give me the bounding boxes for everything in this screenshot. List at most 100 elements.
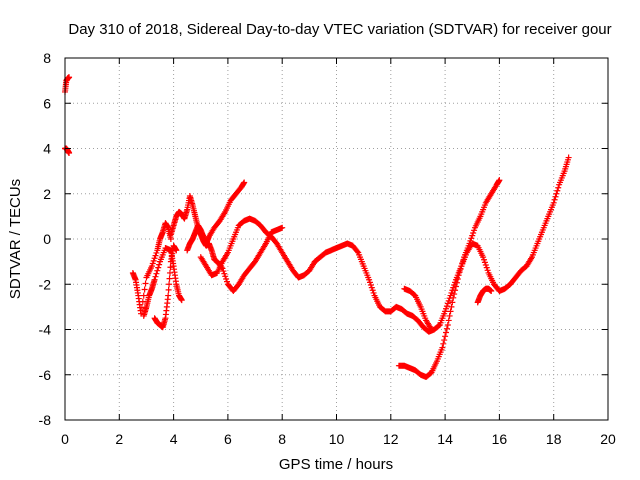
data-point xyxy=(166,275,173,282)
data-point xyxy=(66,74,73,81)
data-point xyxy=(152,252,159,259)
data-point xyxy=(451,282,458,289)
y-tick-label: 8 xyxy=(43,50,51,66)
x-tick-label: 4 xyxy=(170,431,178,447)
data-point xyxy=(66,150,73,157)
series-sat-l xyxy=(474,285,495,306)
data-point xyxy=(443,325,450,332)
data-point xyxy=(447,292,454,299)
data-point xyxy=(221,270,228,277)
data-point xyxy=(443,329,450,336)
x-tick-label: 8 xyxy=(278,431,286,447)
series-sat-i xyxy=(401,285,435,333)
data-point xyxy=(223,275,230,282)
data-point xyxy=(138,304,145,311)
data-point xyxy=(241,179,248,186)
y-tick-label: 2 xyxy=(43,186,51,202)
data-point xyxy=(167,264,174,271)
data-point xyxy=(443,305,450,312)
data-point xyxy=(142,280,149,287)
axis-ticks xyxy=(64,57,609,421)
data-point xyxy=(367,282,374,289)
data-point xyxy=(488,288,495,295)
data-point xyxy=(149,260,156,267)
data-point xyxy=(480,254,487,261)
x-tick-label: 20 xyxy=(600,431,616,447)
x-tick-label: 0 xyxy=(61,431,69,447)
series-sat-h xyxy=(197,215,443,335)
data-point xyxy=(140,292,147,299)
data-point xyxy=(155,264,162,271)
data-point xyxy=(219,265,226,272)
data-point xyxy=(220,268,227,275)
series-sat-k xyxy=(436,154,572,328)
x-tick-label: 18 xyxy=(546,431,562,447)
data-point xyxy=(151,276,158,283)
data-point xyxy=(442,333,449,340)
y-tick-label: 6 xyxy=(43,95,51,111)
y-tick-label: -4 xyxy=(39,322,52,338)
data-point xyxy=(223,278,230,285)
data-point xyxy=(471,227,478,234)
data-point xyxy=(481,259,488,266)
x-tick-labels: 0 2 4 6 8 10 12 14 16 18 20 xyxy=(61,431,616,447)
data-point xyxy=(151,255,158,262)
data-point xyxy=(354,248,361,255)
data-point xyxy=(449,299,456,306)
series-sat-b xyxy=(62,145,73,157)
data-point xyxy=(370,289,377,296)
x-tick-label: 16 xyxy=(492,431,508,447)
data-point xyxy=(279,224,286,231)
series-sat-e xyxy=(140,245,185,319)
data-point xyxy=(449,287,456,294)
data-point xyxy=(554,187,561,194)
data-point xyxy=(166,269,173,276)
data-point xyxy=(483,264,490,271)
series-sat-c xyxy=(129,220,174,317)
data-point xyxy=(442,308,449,315)
data-point xyxy=(428,326,435,333)
data-point xyxy=(439,344,446,351)
x-tick-label: 6 xyxy=(224,431,232,447)
data-point xyxy=(441,337,448,344)
data-point xyxy=(368,284,375,291)
data-point xyxy=(553,190,560,197)
data-point xyxy=(565,154,572,161)
data-point xyxy=(444,321,451,328)
y-tick-labels: -8 -6 -4 -2 0 2 4 6 8 xyxy=(39,50,52,428)
series-sat-j xyxy=(395,177,503,381)
series-sat-a xyxy=(62,74,73,95)
data-point xyxy=(444,300,451,307)
data-point xyxy=(481,256,488,263)
y-tick-label: -8 xyxy=(39,412,52,428)
data-point xyxy=(482,262,489,269)
data-point xyxy=(468,235,475,242)
data-point xyxy=(154,267,161,274)
x-tick-label: 14 xyxy=(437,431,453,447)
y-tick-label: 4 xyxy=(43,141,51,157)
data-point xyxy=(369,287,376,294)
chart-title: Day 310 of 2018, Sidereal Day-to-day VTE… xyxy=(68,21,611,38)
data-point xyxy=(440,340,447,347)
data-point xyxy=(555,184,562,191)
data-point xyxy=(446,295,453,302)
data-point xyxy=(552,193,559,200)
x-tick-label: 10 xyxy=(329,431,345,447)
y-tick-label: -6 xyxy=(39,367,52,383)
data-point xyxy=(451,291,458,298)
data-point xyxy=(446,312,453,319)
data-point xyxy=(551,196,558,203)
data-point xyxy=(470,229,477,236)
data-point xyxy=(165,292,172,299)
data-point xyxy=(366,279,373,286)
x-axis-label: GPS time / hours xyxy=(279,456,393,473)
data-point xyxy=(152,273,159,280)
data-point xyxy=(165,286,172,293)
data-point xyxy=(448,303,455,310)
data-point xyxy=(496,177,503,184)
data-point xyxy=(469,232,476,239)
data-point xyxy=(178,297,185,304)
series-sat-f xyxy=(167,193,286,295)
data-point xyxy=(153,270,160,277)
